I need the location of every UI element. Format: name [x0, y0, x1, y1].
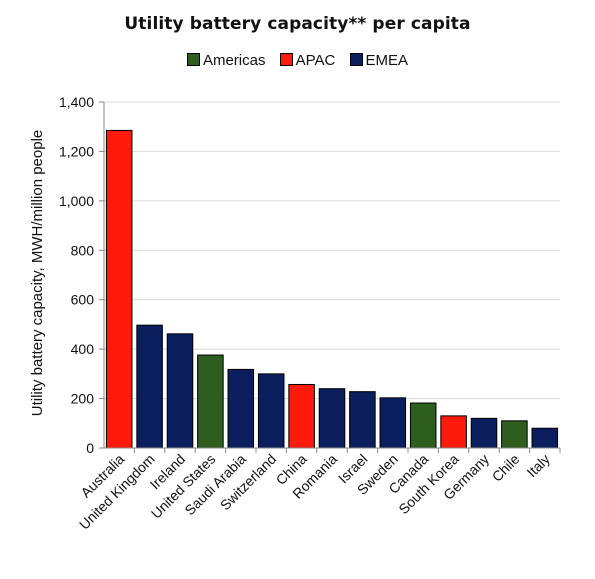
- bar: [501, 420, 528, 449]
- x-tick-label: Chile: [489, 451, 523, 485]
- legend-item-apac: APAC: [279, 52, 336, 69]
- bar: [470, 417, 498, 449]
- y-tick-label: 0: [86, 440, 94, 456]
- bar: [105, 129, 133, 449]
- bar: [379, 397, 407, 449]
- bar: [409, 402, 437, 449]
- bar: [197, 354, 224, 449]
- bar: [257, 373, 285, 449]
- legend-label: Americas: [202, 52, 266, 69]
- bar: [227, 368, 255, 449]
- legend-swatch: [279, 53, 293, 66]
- x-tick-label: Italy: [523, 451, 552, 480]
- y-tick-label: 200: [71, 391, 95, 407]
- bar: [166, 333, 194, 449]
- legend-label: EMEA: [365, 52, 409, 69]
- legend-label: APAC: [295, 52, 336, 69]
- chart-title: Utility battery capacity** per capita: [124, 14, 471, 34]
- y-tick-label: 800: [71, 242, 95, 258]
- bar: [531, 427, 559, 449]
- y-axis-label: Utility battery capacity, MWH/million pe…: [29, 130, 46, 416]
- legend-swatch: [186, 53, 200, 66]
- bar: [349, 391, 376, 449]
- y-tick-label: 400: [71, 341, 95, 357]
- bars: [105, 129, 559, 449]
- legend-swatch: [349, 53, 363, 66]
- bar: [440, 415, 467, 449]
- bar: [288, 383, 315, 449]
- bar: [136, 324, 163, 449]
- legend: Americas APAC EMEA: [0, 52, 595, 69]
- y-tick-label: 1,000: [59, 193, 94, 209]
- bar: [318, 388, 346, 449]
- y-tick-label: 1,400: [59, 94, 94, 110]
- y-tick-label: 600: [71, 292, 95, 308]
- legend-item-emea: EMEA: [349, 52, 409, 69]
- y-tick-label: 1,200: [59, 143, 94, 159]
- legend-item-americas: Americas: [186, 52, 266, 69]
- y-axis-ticks: 0 200 400 600 800 1,000 1,200 1,400: [59, 94, 104, 456]
